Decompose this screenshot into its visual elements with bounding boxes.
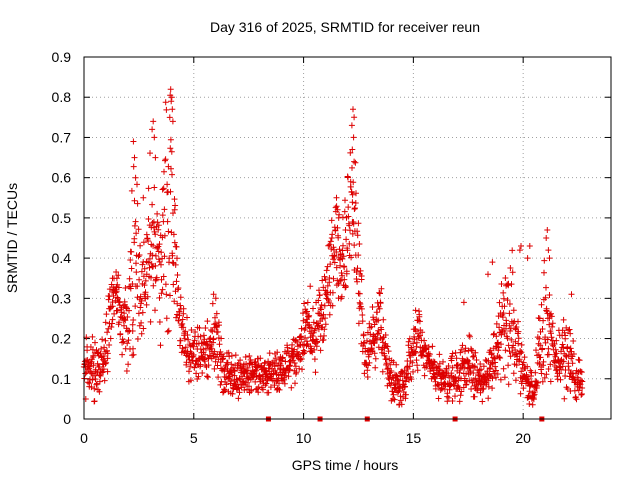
y-tick-label: 0.3: [52, 290, 72, 306]
y-tick-label: 0.6: [52, 170, 72, 186]
data-points: [80, 86, 586, 422]
y-tick-label: 0.2: [52, 331, 72, 347]
x-tick-label: 10: [296, 430, 312, 446]
plot-frame: [83, 56, 612, 420]
y-tick-label: 0.9: [52, 49, 72, 65]
grid: [84, 57, 611, 419]
y-tick-label: 0.7: [52, 129, 72, 145]
y-tick-label: 0.5: [52, 210, 72, 226]
y-tick-label: 0.4: [52, 250, 72, 266]
chart-title: Day 316 of 2025, SRMTID for receiver reu…: [210, 19, 480, 35]
x-tick-label: 5: [190, 430, 198, 446]
y-tick-label: 0.8: [52, 89, 72, 105]
x-tick-label: 15: [406, 430, 422, 446]
x-tick-label: 0: [80, 430, 88, 446]
axis-tick-labels: 0 0.1 0.2 0.3 0.4 0.5 0.6 0.7 0.8 0.9 0 5 10 15 20: [52, 49, 532, 446]
y-tick-label: 0: [63, 411, 71, 427]
axis-ticks: [83, 56, 611, 420]
y-tick-label: 0.1: [52, 371, 72, 387]
srmtid-points: [80, 86, 586, 408]
x-axis-label: GPS time / hours: [292, 457, 399, 473]
y-axis-label: SRMTID / TECUs: [4, 183, 20, 293]
x-tick-label: 20: [515, 430, 531, 446]
